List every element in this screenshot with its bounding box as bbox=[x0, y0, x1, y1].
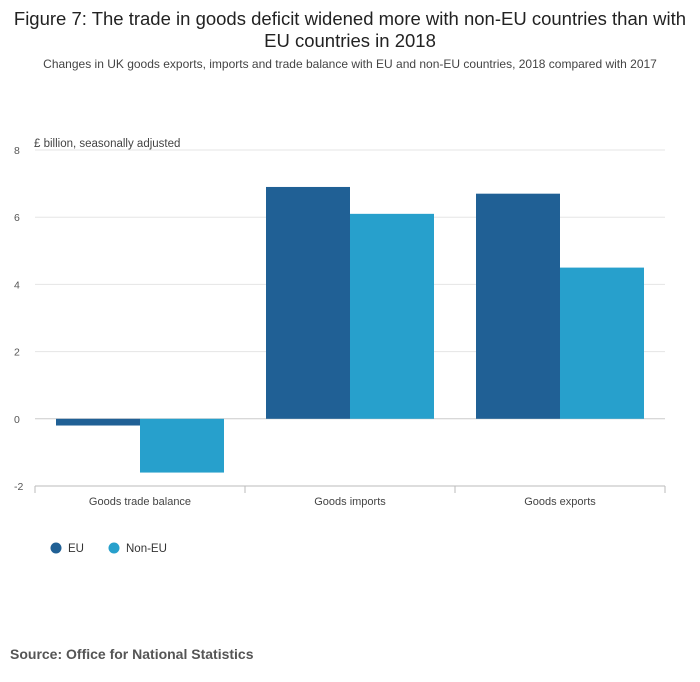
bar-chart: -2 0 2 4 6 8 Goods trade balance Goods imports… bbox=[14, 138, 666, 555]
y-tick-label: 6 bbox=[14, 212, 20, 224]
category-label: Goods exports bbox=[524, 496, 596, 508]
bar-eu-0 bbox=[56, 418, 140, 426]
category-label: Goods trade balance bbox=[89, 496, 191, 508]
bar-eu-1 bbox=[266, 186, 350, 419]
chart-subtitle: Changes in UK goods exports, imports and… bbox=[43, 57, 657, 71]
legend-swatch bbox=[108, 542, 120, 554]
bar-non-eu-0 bbox=[140, 418, 224, 473]
y-tick-label: 4 bbox=[14, 279, 20, 291]
category-label: Goods imports bbox=[314, 496, 386, 508]
bars bbox=[56, 186, 644, 473]
source-note: Source: Office for National Statistics bbox=[10, 646, 254, 662]
x-axis: Goods trade balance Goods imports Goods ex… bbox=[34, 485, 666, 508]
y-tick-label: -2 bbox=[14, 481, 23, 493]
bar-non-eu-1 bbox=[350, 213, 434, 419]
y-axis-label: £ billion, seasonally adjusted bbox=[34, 138, 180, 150]
bar-non-eu-2 bbox=[560, 267, 644, 419]
legend-label: EU bbox=[68, 543, 84, 555]
chart-title: Figure 7: The trade in goods deficit wid… bbox=[13, 8, 687, 51]
y-tick-label: 0 bbox=[14, 414, 20, 426]
y-tick-label: 8 bbox=[14, 145, 20, 157]
legend-label: Non-EU bbox=[126, 543, 167, 555]
legend-swatch bbox=[50, 542, 62, 554]
legend: EU Non-EU bbox=[50, 542, 167, 555]
bar-eu-2 bbox=[476, 193, 560, 419]
y-tick-label: 2 bbox=[14, 347, 20, 359]
